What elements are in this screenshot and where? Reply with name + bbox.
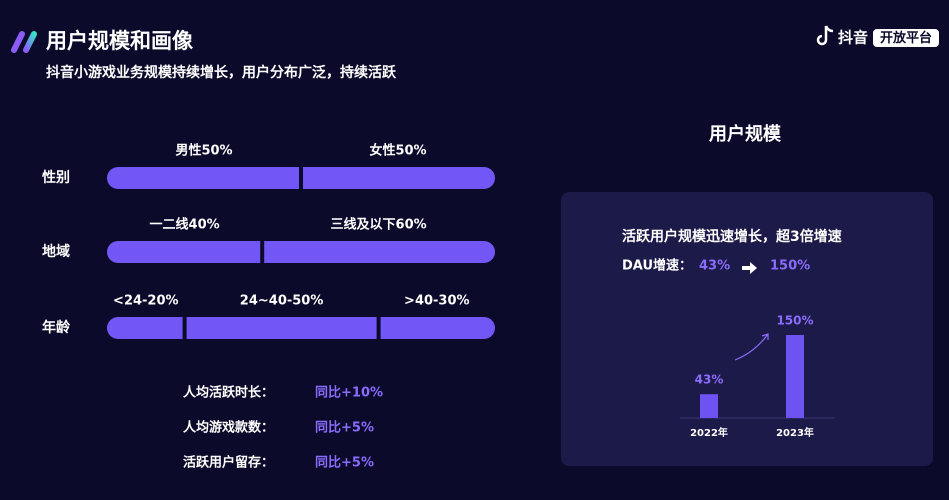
panel	[561, 192, 933, 466]
logo	[11, 31, 37, 53]
segment-label: 三线及以下60%	[331, 217, 427, 233]
dau-label: DAU增速：	[622, 258, 692, 274]
badge: 开放平台	[880, 30, 932, 46]
bar	[786, 335, 804, 418]
segment	[378, 317, 495, 339]
bar	[700, 394, 718, 418]
panel-title: 用户规模	[709, 123, 782, 145]
stat-value: 同比+5%	[315, 420, 374, 436]
x-tick-label: 2022年	[690, 426, 728, 439]
row-label: 年龄	[42, 319, 71, 336]
stat-label: 活跃用户留存：	[183, 455, 274, 471]
brand: 抖音	[838, 29, 868, 47]
dau-to: 150%	[770, 259, 810, 274]
dau-from: 43%	[699, 259, 730, 274]
segment-label: 一二线40%	[150, 217, 220, 233]
growth-arrow	[734, 333, 769, 361]
segment-label: >40-30%	[404, 294, 470, 309]
row-label: 性别	[42, 169, 70, 186]
dau-arrow	[742, 262, 757, 274]
title: 用户规模和画像	[46, 29, 194, 53]
segment	[107, 167, 301, 189]
segment	[107, 241, 263, 263]
segment	[301, 167, 495, 189]
panel-headline: 活跃用户规模迅速增长，超3倍增速	[622, 228, 842, 245]
badge-bg	[873, 29, 939, 47]
segment	[107, 317, 185, 339]
segment-label: 女性50%	[369, 143, 426, 159]
segment-label: <24-20%	[113, 294, 179, 309]
stat-label: 人均活跃时长：	[183, 385, 274, 401]
value-label: 150%	[776, 314, 813, 328]
value-label: 43%	[695, 373, 724, 387]
row-label: 地域	[42, 243, 70, 260]
segment-label: 男性50%	[175, 143, 232, 159]
stat-value: 同比+10%	[315, 385, 383, 401]
stat-label: 人均游戏款数：	[183, 420, 274, 436]
brand-icon	[816, 25, 834, 46]
segment	[262, 241, 495, 263]
segment-label: 24~40-50%	[240, 294, 324, 309]
subtitle: 抖音小游戏业务规模持续增长，用户分布广泛，持续活跃	[46, 64, 397, 81]
stat-value: 同比+5%	[315, 455, 374, 471]
x-tick-label: 2023年	[776, 426, 814, 439]
segment	[184, 317, 379, 339]
